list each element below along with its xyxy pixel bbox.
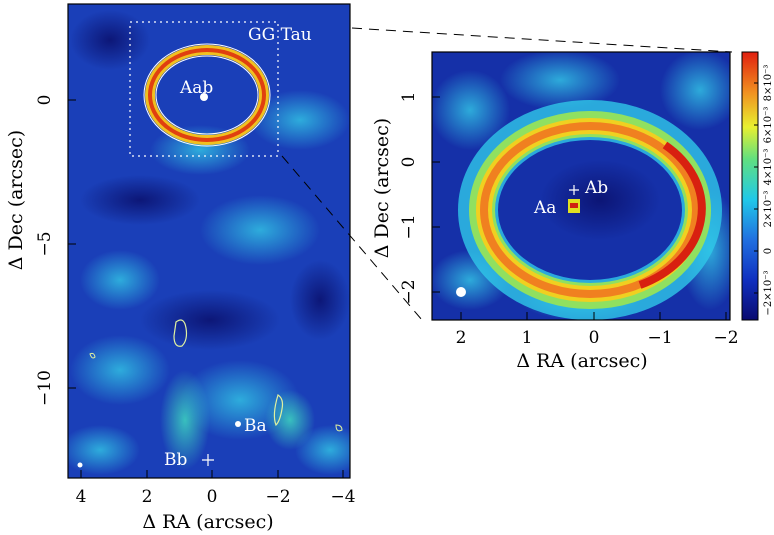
right-beam [456,287,466,297]
bb-label: Bb [164,450,187,470]
colorbar-tick-label: 2×10⁻³ [763,191,774,228]
left-y-ticks: 0 −5 −10 [35,95,55,406]
zoom-connectors [281,27,733,321]
left-map-panel: GG Tau Aab Ba Bb 4 2 0 −2 −4 Δ RA (arcse… [5,3,356,533]
aab-marker [200,93,208,101]
tick-label: 0 [399,157,419,168]
right-x-ticks: 2 1 0 −1 −2 [456,328,739,348]
tick-label: −10 [35,370,55,406]
right-y-axis-label: Δ Dec (arcsec) [371,118,393,258]
colorbar-ticks [754,82,758,294]
ba-label: Ba [244,416,267,436]
colorbar-frame [741,51,759,321]
tick-label: 0 [207,487,218,507]
tick-label: −2 [713,328,738,348]
tick-label: 4 [76,487,87,507]
tick-label: −4 [330,487,355,507]
contour [335,424,343,432]
colorbar-gradient [742,52,758,320]
right-x-axis-label: Δ RA (arcsec) [516,350,647,372]
right-ticks [432,96,727,320]
left-disk-ring [143,43,271,147]
tick-label: 2 [456,328,467,348]
tick-label: 1 [399,92,419,103]
left-beam [77,462,83,468]
colorbar: −2×10⁻³ 0 2×10⁻³ 4×10⁻³ 6×10⁻³ 8×10⁻³ [741,51,774,321]
zoom-region-box [129,21,279,157]
tick-label: 0 [35,95,55,106]
left-y-axis-label: Δ Dec (arcsec) [5,130,27,270]
colorbar-tick-label: −2×10⁻³ [763,270,774,315]
tick-label: 1 [522,328,533,348]
contour [173,319,188,347]
tick-label: −2 [399,279,419,304]
colorbar-tick-label: 0 [763,248,774,254]
colorbar-tick-label: 8×10⁻³ [763,65,774,102]
right-disk-ring [458,100,722,320]
ab-label: Ab [584,178,608,198]
contour [89,352,96,359]
left-map-noise [68,10,350,475]
aa-core [570,203,578,208]
tick-label: −2 [265,487,290,507]
colorbar-tick-labels: −2×10⁻³ 0 2×10⁻³ 4×10⁻³ 6×10⁻³ 8×10⁻³ [763,65,774,316]
aab-label: Aab [179,78,213,98]
tick-label: −5 [35,231,55,256]
right-frame [431,51,731,321]
left-ticks [68,99,344,478]
left-x-ticks: 4 2 0 −2 −4 [76,487,356,507]
ab-marker [569,185,579,195]
tick-label: −1 [399,214,419,239]
left-x-axis-label: Δ RA (arcsec) [142,511,273,533]
tick-label: 0 [589,328,600,348]
colorbar-tick-label: 6×10⁻³ [763,107,774,144]
colorbar-tick-label: 4×10⁻³ [763,149,774,186]
ba-marker [235,421,241,427]
right-map-panel: Aa Ab 2 1 0 −1 −2 Δ RA (arcsec) 1 0 −1 −… [371,51,739,372]
contour [273,394,284,427]
tick-label: −1 [647,328,672,348]
tick-label: 2 [142,487,153,507]
aa-label: Aa [533,198,556,218]
right-y-ticks: 1 0 −1 −2 [399,92,419,305]
object-label: GG Tau [248,25,312,45]
left-frame [67,3,351,479]
bb-marker [202,454,214,466]
